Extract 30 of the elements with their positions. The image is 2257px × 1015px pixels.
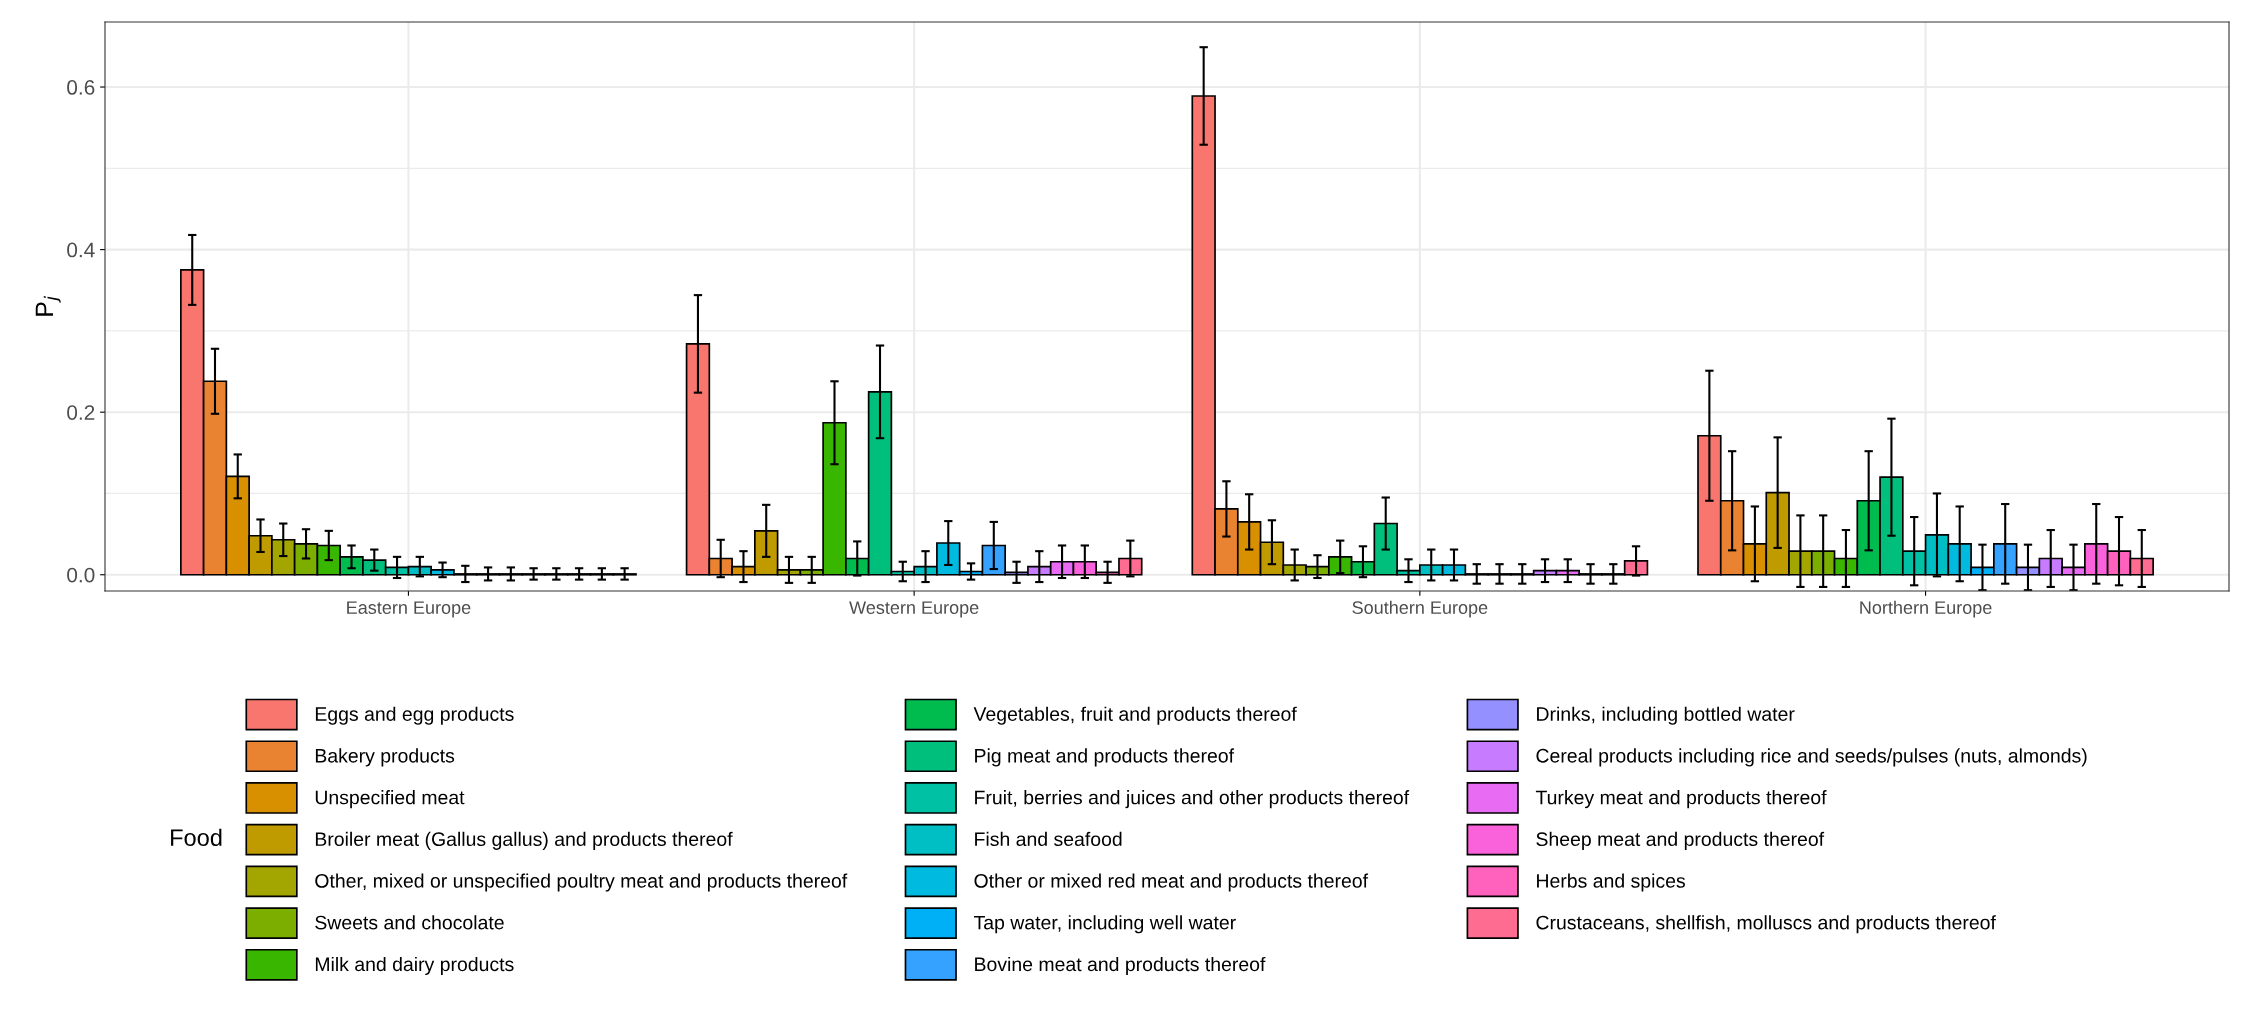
legend-label: Vegetables, fruit and products thereof bbox=[973, 706, 1297, 725]
x-tick-label: Eastern Europe bbox=[347, 601, 471, 618]
legend-label: Unspecified meat bbox=[315, 790, 465, 809]
legend-label: Drinks, including bottled water bbox=[1537, 706, 1795, 725]
legend-label: Pig meat and products thereof bbox=[975, 748, 1235, 767]
legend-label: Cereal products including rice and seeds/pulses (nuts, almonds) bbox=[1536, 748, 2087, 767]
legend-label: Sweets and chocolate bbox=[315, 915, 504, 930]
y-axis-title: P$_{j}$ bbox=[35, 295, 61, 316]
legend-label: Fish and seafood bbox=[975, 831, 1122, 847]
legend-label: Fruit, berries and juices and other products thereof bbox=[975, 790, 1410, 809]
x-tick-label: Northern Europe bbox=[1860, 600, 1992, 618]
x-tick-label: Southern Europe bbox=[1352, 600, 1488, 618]
text: 0.0 bbox=[67, 567, 95, 583]
legend-label: Other, mixed or unspecified poultry meat and products thereof bbox=[315, 873, 848, 892]
y-tick-label: 0.2 bbox=[67, 405, 95, 420]
legend-label: Crustaceans, shellfish, molluscs and products thereof bbox=[1536, 915, 1996, 934]
y-tick-label: 0.4 bbox=[67, 242, 95, 258]
legend-label: Bovine meat and products thereof bbox=[975, 956, 1266, 976]
legend-label: Milk and dairy products bbox=[315, 956, 514, 976]
legend-label: Sheep meat and products thereof bbox=[1536, 831, 1825, 850]
legend-label: Herbs and spices bbox=[1537, 873, 1685, 892]
y-tick-label: 0.6 bbox=[67, 80, 95, 95]
legend-label: Tap water, including well water bbox=[973, 915, 1236, 934]
x-tick-label: Western Europe bbox=[849, 601, 979, 618]
legend-label: Turkey meat and products thereof bbox=[1535, 790, 1827, 809]
legend-label: Broiler meat (Gallus gallus) and products thereof bbox=[315, 831, 733, 850]
legend-label: Bakery products bbox=[315, 748, 455, 767]
legend-title: Food bbox=[171, 828, 222, 847]
legend-label: Other or mixed red meat and products thereof bbox=[974, 873, 1369, 892]
legend-label: Eggs and egg products bbox=[315, 706, 514, 725]
